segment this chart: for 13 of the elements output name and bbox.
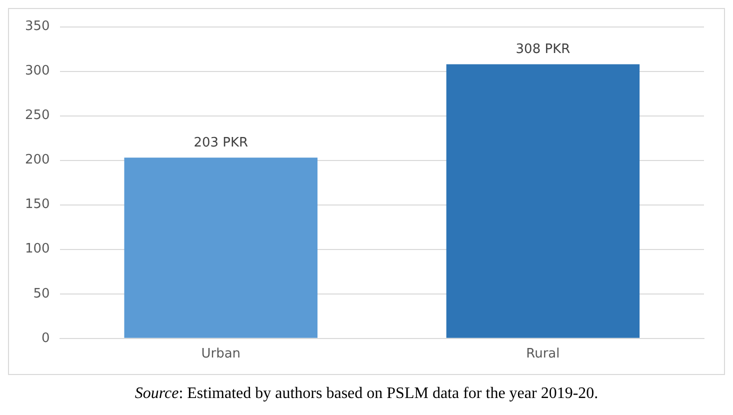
data-label: 308 PKR	[516, 42, 570, 58]
source-note: Source: Estimated by authors based on PSLM data for the year 2019-20.	[134, 385, 598, 402]
y-tick-label: 50	[33, 286, 50, 302]
y-tick-label: 100	[24, 242, 50, 257]
y-tick-label: 150	[24, 197, 50, 212]
y-tick-label: 0	[42, 330, 50, 346]
y-tick-label: 300	[24, 64, 50, 79]
y-tick-label: 250	[24, 108, 50, 124]
y-tick-label: 350	[24, 19, 50, 34]
x-tick-label: Rural	[526, 346, 560, 362]
x-tick-label: Urban	[201, 346, 241, 362]
data-label: 203 PKR	[194, 136, 248, 151]
y-tick-label: 200	[24, 152, 50, 168]
